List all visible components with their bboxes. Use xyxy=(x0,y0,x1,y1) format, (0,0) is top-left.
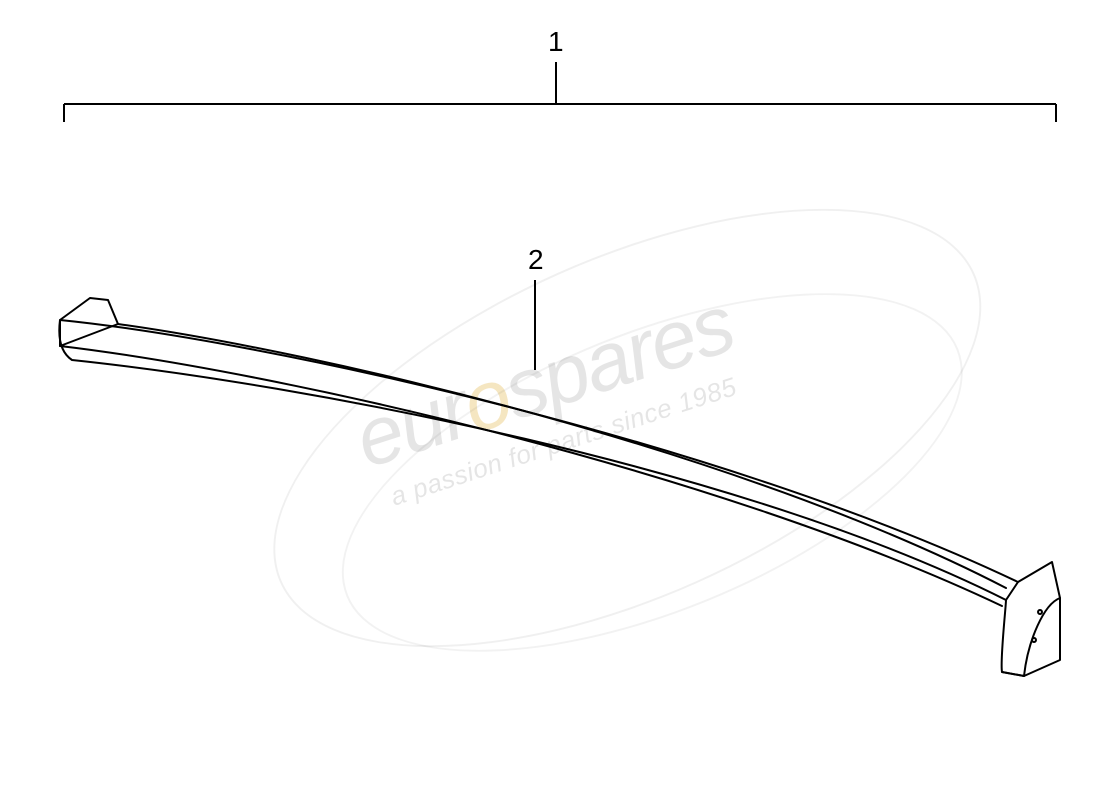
callout-1: 1 xyxy=(548,26,564,58)
callout-leader-1 xyxy=(64,62,1056,122)
part-outline-path xyxy=(60,298,118,346)
part-outline-path xyxy=(1024,598,1060,676)
part-outline-path xyxy=(1002,672,1024,676)
callout-2: 2 xyxy=(528,244,544,276)
diagram-canvas: eurospares a passion for parts since 198… xyxy=(0,0,1100,800)
part-drawing xyxy=(0,0,1100,800)
part-outline-path xyxy=(1006,582,1018,600)
part-outline-path xyxy=(1038,610,1042,614)
part-outline-path xyxy=(1032,638,1036,642)
part-outline-path xyxy=(60,346,1002,606)
part-outline-path xyxy=(118,324,1006,588)
part-outline-path xyxy=(59,320,1060,676)
